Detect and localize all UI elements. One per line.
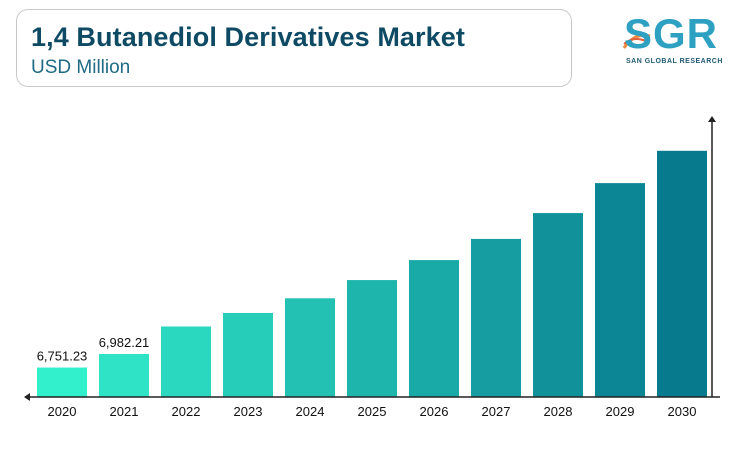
bar-2022 [161, 326, 211, 397]
bar-2030 [657, 150, 707, 397]
bar-2028 [533, 213, 583, 397]
x-tick-label: 2021 [110, 404, 139, 419]
x-tick-label: 2027 [482, 404, 511, 419]
bar-2020 [37, 367, 87, 397]
x-tick-label: 2025 [358, 404, 387, 419]
bar-2029 [595, 183, 645, 397]
bar-2026 [409, 260, 459, 397]
data-label-group: 6,751.23 6,982.21 [37, 335, 150, 364]
x-tick-label: 2028 [544, 404, 573, 419]
bar-2025 [347, 280, 397, 397]
sgr-logo: SGR SAN GLOBAL RESEARCH [618, 10, 728, 72]
bar-2024 [285, 298, 335, 397]
x-tick-group: 2020 2021 2022 2023 2024 2025 2026 2027 2028 2029… [48, 404, 697, 419]
data-label-2020: 6,751.23 [37, 349, 88, 364]
data-label-2021: 6,982.21 [99, 335, 150, 350]
x-tick-label: 2022 [172, 404, 201, 419]
bar-2027 [471, 238, 521, 397]
x-tick-label: 2020 [48, 404, 77, 419]
x-tick-label: 2029 [606, 404, 635, 419]
x-tick-label: 2023 [234, 404, 263, 419]
x-tick-label: 2030 [668, 404, 697, 419]
bar-2021 [99, 353, 149, 397]
bar-group [37, 150, 707, 397]
x-tick-label: 2026 [420, 404, 449, 419]
x-tick-label: 2024 [296, 404, 325, 419]
chart-title: 1,4 Butanediol Derivatives Market [31, 22, 465, 52]
logo-swoosh-icon [622, 33, 651, 49]
x-axis-arrow-icon [24, 393, 30, 401]
chart-subtitle: USD Million [31, 57, 131, 78]
title-box: 1,4 Butanediol Derivatives Market USD Mi… [16, 9, 572, 87]
logo-tagline: SAN GLOBAL RESEARCH [626, 58, 723, 65]
y-axis-arrow-icon [708, 116, 716, 122]
bar-2023 [223, 312, 273, 397]
logo-letters: SGR [624, 10, 719, 57]
